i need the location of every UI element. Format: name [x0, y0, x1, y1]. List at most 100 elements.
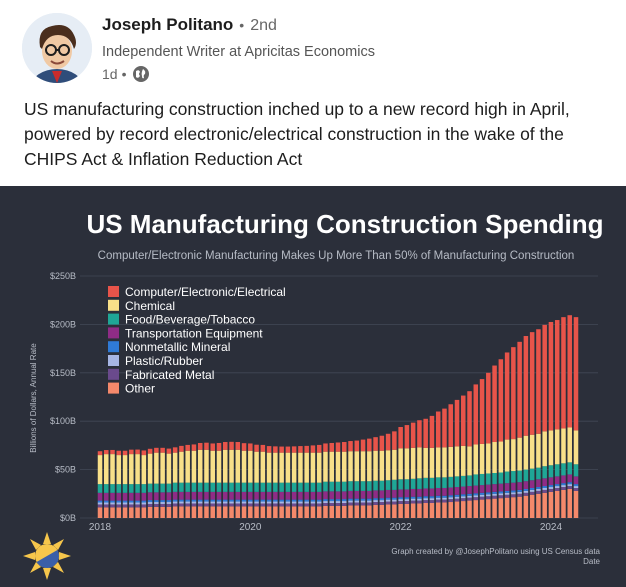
bar-segment [141, 507, 147, 518]
bar-segment [486, 492, 491, 495]
bar-segment [442, 408, 447, 448]
bar-segment [404, 501, 410, 504]
bar-segment [154, 492, 159, 501]
bar-segment [135, 449, 140, 455]
bar-segment [429, 415, 435, 448]
bar-segment [360, 500, 366, 503]
bar-segment [141, 504, 147, 508]
bar-segment [304, 482, 309, 492]
bar-segment [348, 502, 353, 506]
bar-segment [166, 483, 172, 493]
bar-segment [548, 477, 554, 486]
bar-segment [291, 482, 297, 492]
bar-segment [260, 506, 266, 518]
bar-segment [147, 506, 153, 518]
bar-segment [323, 443, 328, 452]
bar-segment [548, 485, 554, 488]
bar-segment [279, 446, 284, 453]
bar-segment [473, 485, 479, 494]
bar-segment [116, 504, 122, 508]
bar-segment [517, 493, 522, 497]
bar-segment [241, 482, 247, 492]
bar-segment [529, 491, 535, 495]
bar-segment [116, 500, 122, 503]
bar-segment [542, 486, 547, 488]
bar-segment [229, 449, 234, 483]
bar-segment [254, 451, 259, 483]
bar-segment [97, 500, 103, 503]
bars [97, 315, 579, 518]
bar-segment [354, 451, 360, 482]
bar-segment [554, 484, 560, 487]
bar-segment [316, 503, 322, 507]
x-tick-label: 2022 [390, 522, 413, 533]
bar-segment [492, 498, 497, 518]
bar-segment [110, 454, 115, 485]
bar-segment [172, 491, 178, 500]
bar-segment [260, 499, 266, 502]
bar-segment [373, 500, 378, 503]
bar-segment [542, 489, 547, 493]
bar-segment [97, 451, 103, 456]
bar-segment [298, 446, 303, 453]
bar-segment [298, 506, 303, 518]
bar-segment [129, 492, 134, 501]
bar-segment [160, 447, 165, 453]
bar-segment [385, 501, 391, 505]
bar-segment [179, 499, 184, 502]
bar-segment [454, 487, 460, 495]
bar-segment [348, 490, 353, 499]
bar-segment [304, 503, 309, 507]
bar-segment [147, 492, 153, 501]
bar-segment [197, 499, 203, 502]
bar-segment [504, 483, 510, 491]
bar-segment [348, 481, 353, 491]
y-tick-label: $0B [60, 513, 76, 523]
bar-segment [179, 482, 184, 492]
bar-segment [536, 433, 541, 468]
bar-segment [298, 503, 303, 507]
bar-segment [435, 477, 441, 488]
author-name[interactable]: Joseph Politano [102, 15, 234, 34]
bar-segment [392, 431, 397, 450]
bar-segment [461, 498, 466, 502]
bar-segment [323, 451, 328, 482]
avatar[interactable] [22, 13, 92, 83]
bar-segment [473, 384, 479, 445]
bar-segment [404, 499, 410, 502]
bar-segment [498, 491, 504, 494]
bar-segment [542, 324, 547, 432]
bar-segment [467, 475, 472, 487]
bar-segment [279, 452, 284, 483]
bar-segment [241, 506, 247, 518]
bar-segment [554, 476, 560, 485]
bar-segment [479, 485, 485, 493]
bar-segment [110, 492, 115, 501]
bar-segment [417, 420, 422, 448]
bar-segment [97, 484, 103, 493]
bar-segment [273, 446, 278, 453]
bar-segment [223, 491, 228, 500]
bar-segment [486, 372, 491, 444]
bar-segment [542, 487, 547, 490]
bar-segment [122, 450, 128, 456]
bar-segment [185, 499, 190, 502]
bar-segment [254, 501, 259, 504]
bar-segment [216, 503, 222, 507]
chart-image[interactable]: US Manufacturing Construction Spending C… [0, 186, 626, 587]
legend-label: Chemical [125, 299, 175, 313]
bar-segment [554, 487, 560, 491]
bar-segment [523, 492, 529, 496]
bar-segment [435, 411, 441, 448]
bar-segment [260, 501, 266, 504]
bar-segment [147, 483, 153, 493]
bar-segment [454, 446, 460, 477]
bar-segment [554, 429, 560, 465]
bar-segment [417, 496, 422, 499]
bar-segment [241, 499, 247, 502]
bar-segment [442, 477, 447, 488]
bar-segment [435, 499, 441, 503]
bar-segment [511, 490, 516, 493]
bar-segment [498, 359, 504, 442]
meta-separator: • [121, 66, 127, 82]
